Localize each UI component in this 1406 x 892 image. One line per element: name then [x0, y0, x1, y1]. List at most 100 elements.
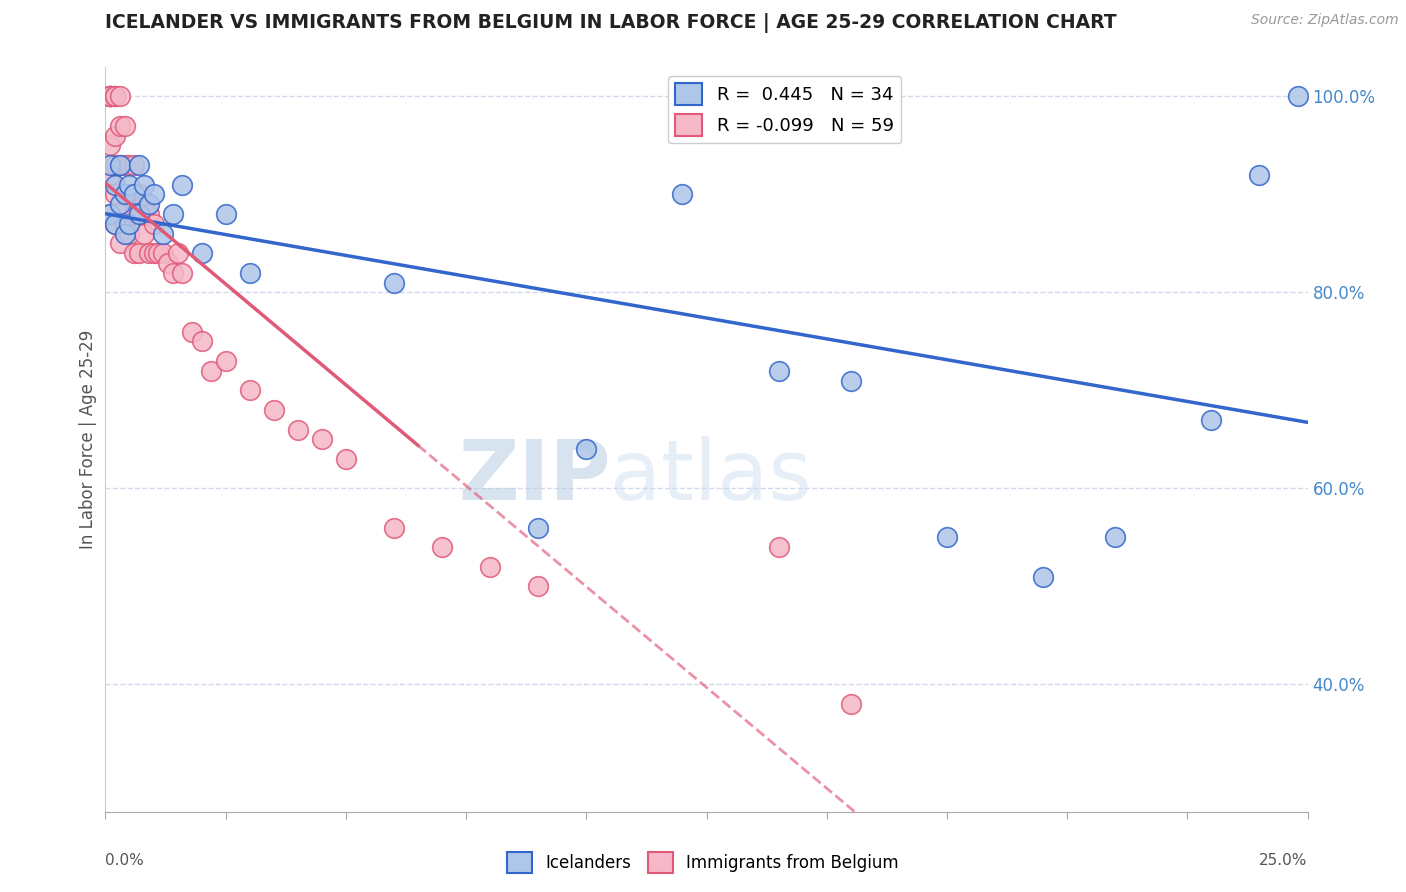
Point	[128, 207, 150, 221]
Point	[104, 128, 127, 143]
Text: ICELANDER VS IMMIGRANTS FROM BELGIUM IN LABOR FORCE | AGE 25-29 CORRELATION CHAR: ICELANDER VS IMMIGRANTS FROM BELGIUM IN …	[105, 13, 1118, 33]
Point	[190, 334, 212, 349]
Point	[98, 158, 121, 172]
Point	[839, 374, 862, 388]
Point	[114, 187, 136, 202]
Point	[118, 217, 141, 231]
Point	[128, 187, 150, 202]
Point	[124, 246, 146, 260]
Point	[142, 217, 165, 231]
Point	[98, 89, 121, 103]
Point	[166, 246, 188, 260]
Point	[124, 158, 146, 172]
Point	[156, 256, 179, 270]
Point	[382, 520, 405, 534]
Point	[138, 246, 160, 260]
Point	[1104, 530, 1126, 544]
Point	[124, 207, 146, 221]
Point	[479, 559, 502, 574]
Point	[239, 384, 262, 398]
Y-axis label: In Labor Force | Age 25-29: In Labor Force | Age 25-29	[79, 330, 97, 549]
Point	[142, 187, 165, 202]
Point	[768, 364, 790, 378]
Point	[98, 168, 121, 182]
Point	[132, 197, 155, 211]
Point	[114, 119, 136, 133]
Point	[114, 227, 136, 241]
Point	[98, 138, 121, 153]
Point	[132, 178, 155, 192]
Point	[108, 89, 131, 103]
Point	[287, 423, 309, 437]
Point	[118, 187, 141, 202]
Point	[108, 207, 131, 221]
Point	[98, 207, 121, 221]
Point	[104, 217, 127, 231]
Text: Source: ZipAtlas.com: Source: ZipAtlas.com	[1251, 13, 1399, 28]
Point	[114, 217, 136, 231]
Point	[108, 158, 131, 172]
Point	[382, 276, 405, 290]
Point	[172, 266, 194, 280]
Legend: R =  0.445   N = 34, R = -0.099   N = 59: R = 0.445 N = 34, R = -0.099 N = 59	[668, 76, 901, 144]
Point	[214, 207, 236, 221]
Point	[114, 158, 136, 172]
Point	[181, 325, 204, 339]
Point	[104, 217, 127, 231]
Point	[108, 197, 131, 211]
Point	[118, 227, 141, 241]
Point	[936, 530, 959, 544]
Text: ZIP: ZIP	[458, 436, 610, 517]
Point	[108, 119, 131, 133]
Text: 25.0%: 25.0%	[1260, 853, 1308, 868]
Point	[128, 207, 150, 221]
Point	[263, 403, 285, 417]
Point	[138, 207, 160, 221]
Point	[172, 178, 194, 192]
Point	[430, 540, 453, 554]
Point	[108, 236, 131, 251]
Point	[162, 266, 184, 280]
Point	[200, 364, 222, 378]
Point	[575, 442, 598, 456]
Text: atlas: atlas	[610, 436, 813, 517]
Point	[104, 89, 127, 103]
Point	[128, 246, 150, 260]
Point	[527, 579, 550, 593]
Point	[214, 354, 236, 368]
Point	[104, 187, 127, 202]
Point	[104, 158, 127, 172]
Point	[527, 520, 550, 534]
Point	[132, 227, 155, 241]
Point	[128, 158, 150, 172]
Text: 0.0%: 0.0%	[105, 853, 145, 868]
Point	[98, 207, 121, 221]
Point	[118, 178, 141, 192]
Point	[162, 207, 184, 221]
Point	[839, 697, 862, 711]
Point	[108, 158, 131, 172]
Point	[118, 158, 141, 172]
Point	[104, 89, 127, 103]
Point	[124, 187, 146, 202]
Point	[142, 246, 165, 260]
Point	[152, 227, 174, 241]
Point	[138, 197, 160, 211]
Point	[98, 89, 121, 103]
Point	[1249, 168, 1271, 182]
Point	[98, 89, 121, 103]
Point	[1032, 569, 1054, 583]
Point	[104, 178, 127, 192]
Point	[1286, 89, 1309, 103]
Point	[311, 433, 333, 447]
Point	[148, 246, 170, 260]
Point	[152, 246, 174, 260]
Point	[1201, 413, 1223, 427]
Point	[335, 451, 357, 466]
Point	[239, 266, 262, 280]
Point	[98, 89, 121, 103]
Point	[768, 540, 790, 554]
Legend: Icelanders, Immigrants from Belgium: Icelanders, Immigrants from Belgium	[501, 846, 905, 880]
Point	[671, 187, 693, 202]
Point	[114, 187, 136, 202]
